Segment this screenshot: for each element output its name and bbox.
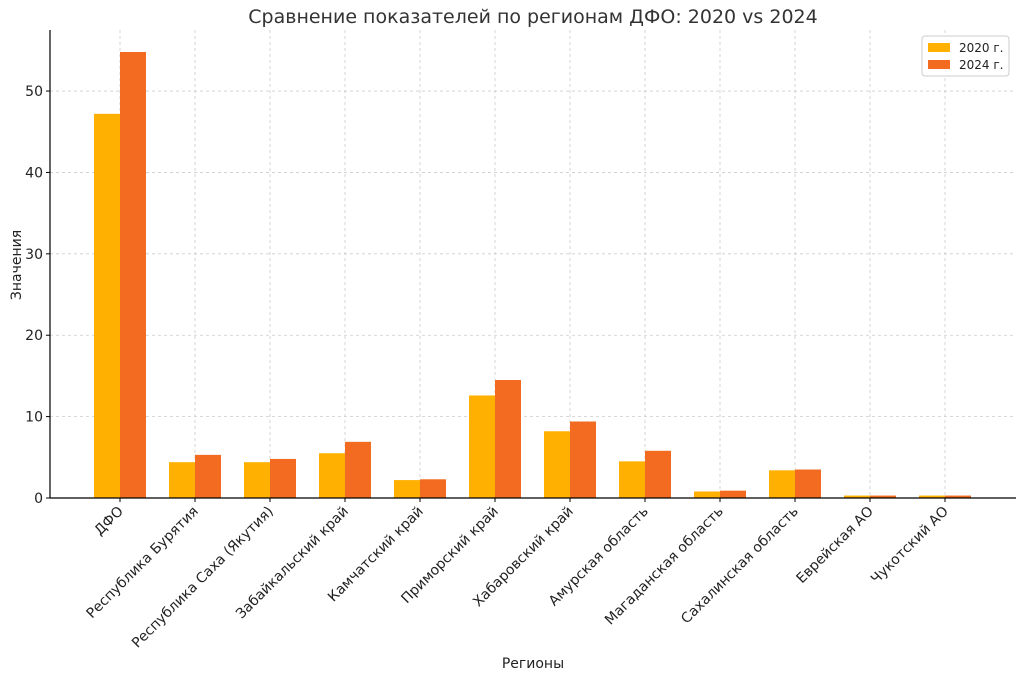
y-tick-label: 30 <box>25 247 43 263</box>
bar-2020 <box>694 491 720 498</box>
x-tick-label: Чукотский АО <box>868 504 952 588</box>
bar-2020 <box>394 480 420 498</box>
bar-2020 <box>544 431 570 498</box>
bar-2020 <box>169 462 195 498</box>
bar-2024 <box>870 495 896 498</box>
bar-2020 <box>244 462 270 498</box>
bar-2020 <box>469 395 495 498</box>
x-tick-label: Еврейская АО <box>793 504 876 587</box>
y-tick-label: 20 <box>25 328 43 344</box>
bar-2020 <box>769 470 795 498</box>
bar-2024 <box>720 490 746 498</box>
legend-label: 2020 г. <box>959 41 1003 55</box>
bar-2024 <box>645 450 671 498</box>
y-tick-labels: 0 10 20 30 40 50 <box>25 84 43 507</box>
bar-2024 <box>495 379 521 498</box>
bar-2020 <box>919 495 945 498</box>
y-tick-label: 40 <box>25 165 43 181</box>
legend: 2020 г. 2024 г. <box>921 35 1010 77</box>
legend-swatch <box>928 43 950 52</box>
bar-2024 <box>345 441 371 498</box>
chart-title: Сравнение показателей по регионам ДФО: 2… <box>248 6 817 28</box>
y-tick-label: 0 <box>34 491 43 507</box>
legend-label: 2024 г. <box>959 58 1003 72</box>
x-axis-title: Регионы <box>502 656 564 672</box>
y-tick-label: 50 <box>25 84 43 100</box>
bar-2024 <box>195 454 221 498</box>
bar-2020 <box>619 461 645 498</box>
y-tick-label: 10 <box>25 410 43 426</box>
bars <box>94 51 971 499</box>
grid-lines <box>50 30 1016 499</box>
bar-2024 <box>120 51 146 499</box>
bar-2020 <box>319 453 345 498</box>
x-tick-label: Республика Саха (Якутия) <box>129 504 277 652</box>
bar-2020 <box>94 113 120 499</box>
bar-2024 <box>420 479 446 498</box>
x-tick-label: ДФО <box>91 504 126 539</box>
bar-2024 <box>945 495 971 498</box>
legend-swatch <box>928 60 950 69</box>
axes <box>46 30 1016 502</box>
bar-2024 <box>570 421 596 498</box>
bar-2024 <box>795 469 821 498</box>
bar-2024 <box>270 458 296 498</box>
bar-2020 <box>844 495 870 498</box>
y-axis-title: Значения <box>9 230 25 300</box>
